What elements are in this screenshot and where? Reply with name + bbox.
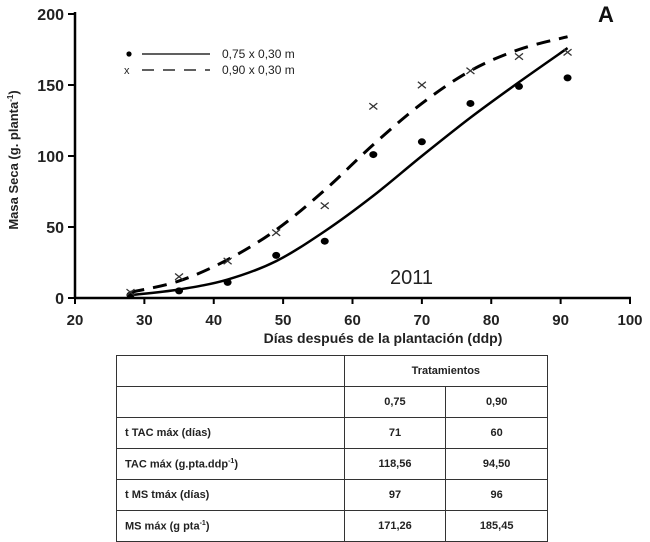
data-point-x	[174, 272, 184, 281]
legend-label-075: 0,75 x 0,30 m	[222, 47, 295, 61]
legend-dot-icon	[126, 51, 132, 57]
y-tick-label: 100	[37, 149, 64, 166]
results-table: Tratamientos 0,75 0,90 t TAC máx (días) …	[116, 355, 549, 542]
x-tick-label: 60	[344, 312, 361, 329]
data-point-dot	[369, 151, 378, 159]
axes	[73, 12, 631, 300]
data-point-x	[320, 201, 330, 210]
x-axis-label: Días después de la plantación (ddp)	[264, 330, 503, 346]
column-header-075: 0,75	[343, 386, 447, 418]
y-tick-label: 200	[37, 7, 64, 24]
data-point-dot	[320, 237, 329, 245]
x-tick-label: 70	[414, 312, 431, 329]
table-row: MS máx (g pta-1) 171,26 185,45	[116, 510, 548, 542]
data-point-dot	[563, 74, 572, 82]
data-point-x	[466, 67, 475, 75]
x-tick-label: 30	[136, 312, 153, 329]
cell-075: 118,56	[343, 448, 447, 480]
legend-label-090: 0,90 x 0,30 m	[222, 63, 295, 77]
data-point-dot	[272, 251, 281, 259]
row-label: t MS tmáx (días)	[116, 479, 345, 511]
data-point-dot	[417, 138, 426, 146]
cell-090: 185,45	[445, 510, 548, 542]
cell-090: 60	[445, 417, 548, 449]
cell-090: 94,50	[445, 448, 548, 480]
table-empty-cell	[116, 355, 345, 387]
data-point-x	[417, 81, 427, 89]
data-point-x	[223, 257, 233, 265]
x-tick-label: 80	[483, 312, 500, 329]
data-point-x	[514, 52, 524, 61]
y-axis-label: Masa Seca (g. planta-1)	[6, 90, 21, 229]
table-row: t MS tmáx (días) 97 96	[116, 479, 548, 511]
data-point-x	[126, 288, 135, 297]
row-label: TAC máx (g.pta.ddp-1)	[116, 448, 345, 480]
cell-075: 71	[343, 417, 447, 449]
markers-090	[126, 48, 572, 297]
panel-label: A	[598, 2, 614, 27]
x-tick-label: 20	[67, 312, 84, 329]
data-point-x	[271, 228, 281, 237]
fit-curve-075	[130, 47, 569, 297]
cell-075: 97	[343, 479, 447, 511]
x-tick-label: 100	[617, 312, 642, 329]
y-tick-label: 0	[55, 291, 64, 308]
data-point-dot	[466, 99, 475, 107]
column-header-090: 0,90	[445, 386, 548, 418]
x-tick-label: 40	[205, 312, 222, 329]
y-tick-label: 150	[37, 78, 64, 95]
table-header-tratamientos: Tratamientos	[343, 355, 549, 387]
y-ticks: 0 50 100 150 200	[37, 7, 75, 308]
data-point-x	[368, 102, 378, 111]
table-row: t TAC máx (días) 71 60	[116, 417, 548, 449]
results-table-wrapper: Tratamientos 0,75 0,90 t TAC máx (días) …	[116, 355, 549, 542]
legend: 0,75 x 0,30 m x 0,90 x 0,30 m	[124, 47, 295, 77]
data-point-x	[563, 48, 572, 57]
cell-090: 96	[445, 479, 548, 511]
table-row: TAC máx (g.pta.ddp-1) 118,56 94,50	[116, 448, 548, 480]
x-ticks: 20 30 40 50 60 70 80 90 100	[67, 298, 643, 329]
cell-075: 171,26	[343, 510, 447, 542]
row-label: MS máx (g pta-1)	[116, 510, 345, 542]
fit-curve-090	[130, 35, 568, 294]
table-columns-row: 0,75 0,90	[116, 386, 548, 418]
markers-075	[126, 74, 572, 299]
y-tick-label: 50	[46, 220, 64, 237]
x-tick-label: 90	[552, 312, 569, 329]
year-annotation: 2011	[390, 267, 433, 289]
legend-x-icon: x	[124, 65, 130, 77]
table-header-row: Tratamientos	[116, 355, 549, 387]
table-empty-cell	[116, 386, 345, 418]
data-point-dot	[175, 287, 184, 295]
data-point-dot	[515, 82, 523, 90]
data-point-dot	[223, 278, 232, 286]
x-tick-label: 50	[275, 312, 292, 329]
growth-chart: 0 50 100 150 200 20 30 40 50 60 70 80 90 100 0,75 x …	[6, 2, 643, 346]
row-label: t TAC máx (días)	[116, 417, 345, 449]
